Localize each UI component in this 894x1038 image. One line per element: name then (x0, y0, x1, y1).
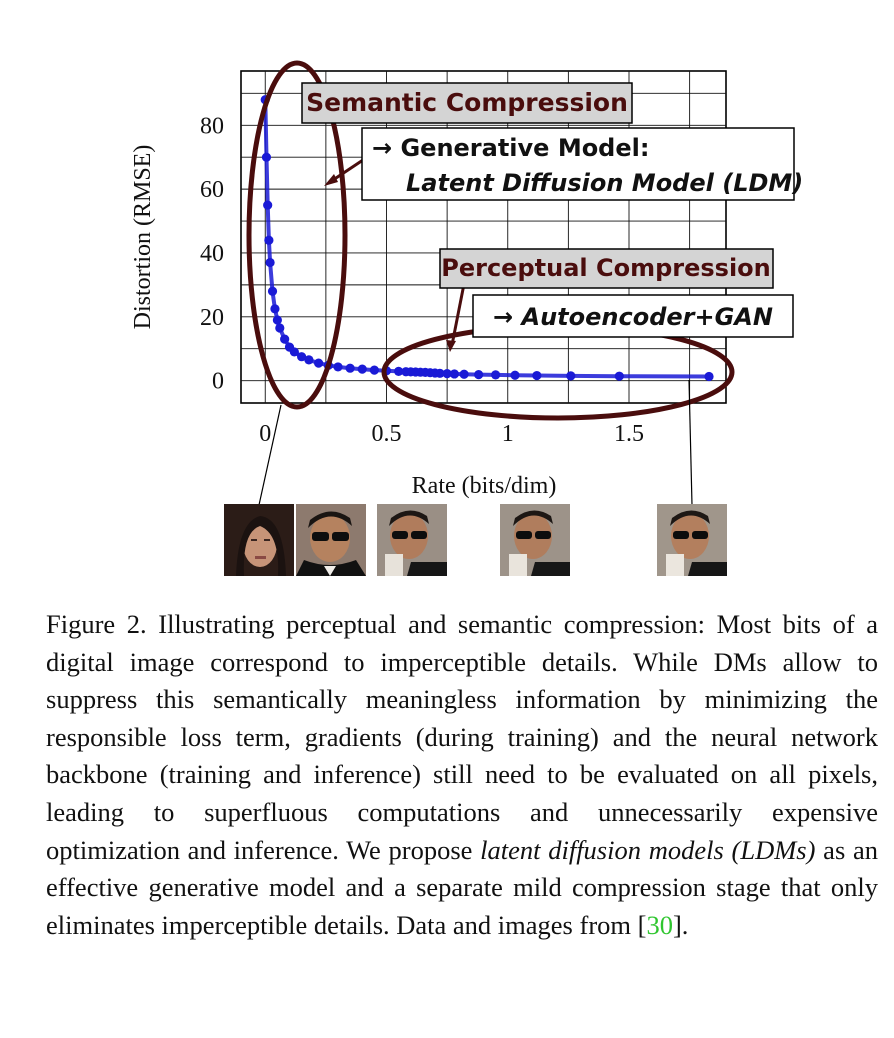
y-tick-label: 0 (212, 369, 224, 395)
data-point (333, 362, 343, 372)
data-point (532, 370, 542, 381)
figure-caption: Figure 2. Illustrating perceptual and se… (46, 606, 878, 944)
semantic-label: Semantic Compression (306, 88, 628, 117)
sample-thumbnail-2 (296, 504, 366, 576)
autoencoder-label-box (472, 294, 794, 338)
data-point (614, 371, 624, 381)
perceptual-label-box (439, 248, 774, 289)
x-axis-label: Rate (bits/dim) (412, 473, 557, 499)
data-point (394, 366, 404, 376)
data-point (510, 370, 520, 380)
data-point (435, 368, 445, 378)
data-point (369, 365, 379, 375)
y-tick-label: 40 (200, 241, 224, 267)
perceptual-label: Perceptual Compression (441, 254, 771, 282)
axis-ticks: 0 0.5 1 1.5 0 20 40 60 80 (200, 113, 644, 447)
x-tick-label: 0.5 (372, 421, 402, 447)
caption-emphasis: latent diffusion models (LDMs) (480, 834, 816, 865)
generative-label-line1: → Generative Model: (372, 134, 649, 162)
data-point (459, 369, 469, 379)
data-point (345, 363, 355, 373)
y-tick-label: 60 (200, 177, 224, 203)
data-point (474, 369, 484, 380)
data-point (289, 347, 299, 357)
data-point (270, 304, 280, 314)
y-axis-label: Distortion (RMSE) (130, 145, 156, 330)
sample-thumbnail-3 (377, 504, 447, 576)
x-tick-label: 0 (259, 421, 271, 447)
y-tick-label: 80 (200, 113, 224, 139)
data-point (264, 235, 274, 245)
autoencoder-label: → Autoencoder+GAN (493, 303, 773, 331)
citation-link[interactable]: 30 (646, 909, 673, 940)
leader-line-right (688, 379, 693, 506)
caption-text-a: Illustrating perceptual and semantic com… (46, 609, 878, 865)
caption-text-c: ]. (672, 909, 689, 940)
generative-label-box (361, 127, 795, 201)
generative-label-line2: Latent Diffusion Model (LDM) (406, 169, 803, 197)
plot-frame (240, 70, 727, 404)
data-point (280, 334, 290, 344)
data-point (267, 286, 278, 296)
data-point (272, 315, 282, 325)
rate-distortion-figure: 0 0.5 1 1.5 0 20 40 60 80 Rate (bits/dim) Distor… (130, 60, 803, 506)
y-tick-label: 20 (200, 305, 224, 331)
generative-arrowhead (324, 174, 338, 186)
data-point (263, 200, 273, 210)
leader-line-left (258, 404, 282, 506)
data-point (314, 358, 324, 368)
figure-number: Figure 2. (46, 609, 147, 639)
data-point (304, 355, 314, 365)
sample-thumbnail-5 (657, 504, 727, 576)
data-point (442, 369, 452, 379)
data-point (357, 364, 367, 374)
autoencoder-arrowhead (446, 340, 456, 352)
sample-thumbnail-4 (500, 504, 570, 576)
x-tick-label: 1.5 (614, 421, 644, 447)
data-point (566, 371, 576, 381)
semantic-region-ellipse (246, 60, 348, 410)
data-point (449, 369, 459, 379)
autoencoder-arrow (450, 283, 466, 346)
data-point (261, 152, 272, 162)
data-point (704, 371, 714, 382)
series-curve (263, 99, 710, 379)
caption-text-b: as an effective generative model and a s… (46, 834, 879, 940)
semantic-label-box (301, 82, 633, 124)
sample-thumbnail-1 (224, 504, 294, 576)
x-tick-label: 1 (502, 421, 514, 447)
data-point (297, 352, 307, 362)
data-point (491, 370, 501, 380)
data-point (265, 257, 275, 268)
data-points (260, 95, 714, 382)
data-point (275, 323, 285, 333)
